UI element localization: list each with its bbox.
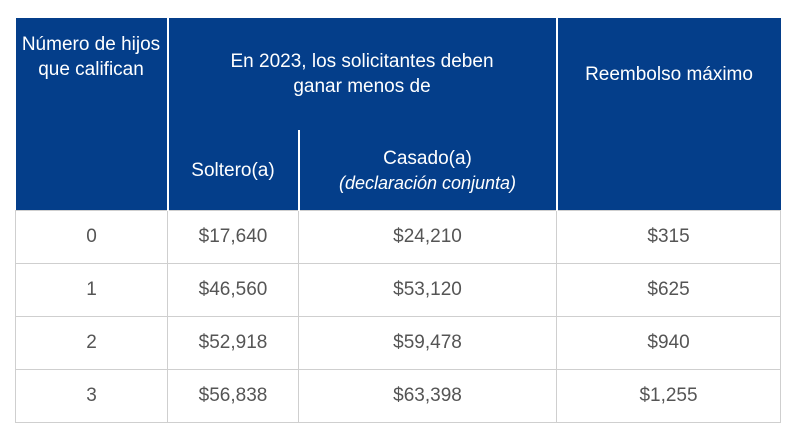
cell-max-refund: $940 (556, 316, 782, 370)
header-married-label: Casado(a) (383, 147, 472, 169)
header-max-refund: Reembolso máximo (555, 18, 781, 211)
table-row: 1 $46,560 $53,120 $625 (15, 263, 782, 317)
cell-single: $17,640 (167, 210, 299, 264)
header-married-note: (declaración conjunta) (338, 172, 517, 193)
header-married: Casado(a) (declaración conjunta) (297, 130, 557, 211)
header-single: Soltero(a) (166, 130, 299, 211)
cell-children: 3 (15, 369, 168, 423)
header-row-bottom: Soltero(a) Casado(a) (declaración conjun… (16, 130, 781, 211)
cell-married: $53,120 (297, 263, 558, 317)
cell-single: $46,560 (167, 263, 299, 317)
cell-children: 2 (15, 316, 168, 370)
cell-max-refund: $315 (556, 210, 782, 264)
table-header: Número de hijos que califican En 2023, l… (15, 18, 781, 211)
table-row: 0 $17,640 $24,210 $315 (15, 210, 782, 264)
cell-married: $63,398 (297, 369, 558, 423)
cell-children: 1 (15, 263, 168, 317)
eitc-table: Número de hijos que califican En 2023, l… (15, 18, 782, 423)
cell-married: $24,210 (297, 210, 558, 264)
cell-max-refund: $625 (556, 263, 782, 317)
cell-married: $59,478 (297, 316, 558, 370)
header-children: Número de hijos que califican (15, 18, 168, 211)
header-income-group: En 2023, los solicitantes deben ganar me… (166, 18, 557, 130)
cell-single: $52,918 (167, 316, 299, 370)
table-body: 0 $17,640 $24,210 $315 1 $46,560 $53,120… (15, 210, 782, 423)
cell-children: 0 (15, 210, 168, 264)
cell-max-refund: $1,255 (556, 369, 782, 423)
table-row: 3 $56,838 $63,398 $1,255 (15, 369, 782, 423)
header-row-top: Número de hijos que califican En 2023, l… (15, 18, 781, 211)
table-row: 2 $52,918 $59,478 $940 (15, 316, 782, 370)
cell-single: $56,838 (167, 369, 299, 423)
